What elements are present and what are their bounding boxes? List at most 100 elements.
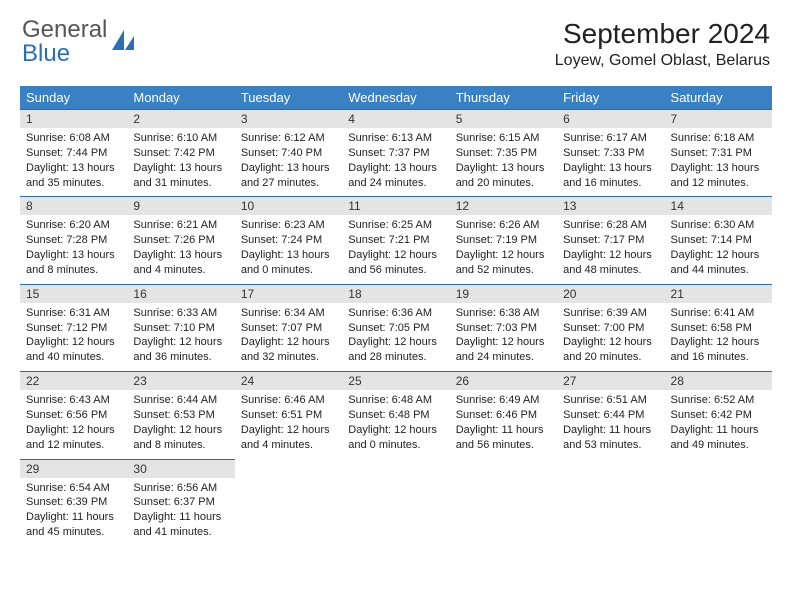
day-details: Sunrise: 6:23 AMSunset: 7:24 PMDaylight:… [235,215,342,283]
day-details: Sunrise: 6:28 AMSunset: 7:17 PMDaylight:… [557,215,664,283]
day-details: Sunrise: 6:49 AMSunset: 6:46 PMDaylight:… [450,390,557,458]
day-details: Sunrise: 6:12 AMSunset: 7:40 PMDaylight:… [235,128,342,196]
calendar-cell: 22Sunrise: 6:43 AMSunset: 6:56 PMDayligh… [20,371,127,458]
location-subtitle: Loyew, Gomel Oblast, Belarus [555,52,770,70]
calendar-cell: 17Sunrise: 6:34 AMSunset: 7:07 PMDayligh… [235,284,342,371]
day-details: Sunrise: 6:21 AMSunset: 7:26 PMDaylight:… [127,215,234,283]
logo-text-blue: Blue [22,40,70,67]
page-header: General Blue September 2024 Loyew, Gomel… [0,0,792,76]
calendar-row: 8Sunrise: 6:20 AMSunset: 7:28 PMDaylight… [20,196,772,283]
day-number: 6 [557,109,664,128]
day-number: 1 [20,109,127,128]
weekday-header: Thursday [450,86,557,109]
day-number: 10 [235,196,342,215]
weekday-header: Saturday [665,86,772,109]
calendar-cell: 28Sunrise: 6:52 AMSunset: 6:42 PMDayligh… [665,371,772,458]
day-number: 26 [450,371,557,390]
calendar-row: 1Sunrise: 6:08 AMSunset: 7:44 PMDaylight… [20,109,772,196]
logo-text-general: General [22,16,107,43]
day-details: Sunrise: 6:15 AMSunset: 7:35 PMDaylight:… [450,128,557,196]
calendar-cell: 2Sunrise: 6:10 AMSunset: 7:42 PMDaylight… [127,109,234,196]
day-details: Sunrise: 6:52 AMSunset: 6:42 PMDaylight:… [665,390,772,458]
day-details: Sunrise: 6:18 AMSunset: 7:31 PMDaylight:… [665,128,772,196]
day-number: 25 [342,371,449,390]
calendar-cell: 24Sunrise: 6:46 AMSunset: 6:51 PMDayligh… [235,371,342,458]
calendar-cell: 3Sunrise: 6:12 AMSunset: 7:40 PMDaylight… [235,109,342,196]
day-number: 17 [235,284,342,303]
weekday-header: Monday [127,86,234,109]
day-details: Sunrise: 6:08 AMSunset: 7:44 PMDaylight:… [20,128,127,196]
calendar-cell: 7Sunrise: 6:18 AMSunset: 7:31 PMDaylight… [665,109,772,196]
day-number: 24 [235,371,342,390]
day-number: 28 [665,371,772,390]
day-number: 22 [20,371,127,390]
day-details: Sunrise: 6:39 AMSunset: 7:00 PMDaylight:… [557,303,664,371]
day-number: 29 [20,459,127,478]
day-number: 18 [342,284,449,303]
day-number: 4 [342,109,449,128]
day-details: Sunrise: 6:33 AMSunset: 7:10 PMDaylight:… [127,303,234,371]
calendar-cell [665,459,772,546]
day-number: 19 [450,284,557,303]
day-number: 20 [557,284,664,303]
day-number: 9 [127,196,234,215]
title-block: September 2024 Loyew, Gomel Oblast, Bela… [555,18,770,70]
calendar-cell: 1Sunrise: 6:08 AMSunset: 7:44 PMDaylight… [20,109,127,196]
calendar-cell: 18Sunrise: 6:36 AMSunset: 7:05 PMDayligh… [342,284,449,371]
calendar-cell: 25Sunrise: 6:48 AMSunset: 6:48 PMDayligh… [342,371,449,458]
day-number: 14 [665,196,772,215]
calendar-cell [235,459,342,546]
day-details: Sunrise: 6:36 AMSunset: 7:05 PMDaylight:… [342,303,449,371]
calendar-cell [450,459,557,546]
calendar-body: 1Sunrise: 6:08 AMSunset: 7:44 PMDaylight… [20,109,772,546]
day-number: 30 [127,459,234,478]
calendar-cell: 19Sunrise: 6:38 AMSunset: 7:03 PMDayligh… [450,284,557,371]
day-details: Sunrise: 6:48 AMSunset: 6:48 PMDaylight:… [342,390,449,458]
day-details: Sunrise: 6:46 AMSunset: 6:51 PMDaylight:… [235,390,342,458]
day-number: 21 [665,284,772,303]
calendar-row: 29Sunrise: 6:54 AMSunset: 6:39 PMDayligh… [20,459,772,546]
calendar-cell: 20Sunrise: 6:39 AMSunset: 7:00 PMDayligh… [557,284,664,371]
weekday-header: Friday [557,86,664,109]
day-number: 8 [20,196,127,215]
weekday-header: Tuesday [235,86,342,109]
day-number: 15 [20,284,127,303]
day-number: 11 [342,196,449,215]
calendar-cell: 30Sunrise: 6:56 AMSunset: 6:37 PMDayligh… [127,459,234,546]
day-details: Sunrise: 6:26 AMSunset: 7:19 PMDaylight:… [450,215,557,283]
day-number: 2 [127,109,234,128]
day-details: Sunrise: 6:34 AMSunset: 7:07 PMDaylight:… [235,303,342,371]
calendar-cell: 6Sunrise: 6:17 AMSunset: 7:33 PMDaylight… [557,109,664,196]
calendar-cell: 8Sunrise: 6:20 AMSunset: 7:28 PMDaylight… [20,196,127,283]
day-number: 7 [665,109,772,128]
calendar-cell: 10Sunrise: 6:23 AMSunset: 7:24 PMDayligh… [235,196,342,283]
calendar-cell: 9Sunrise: 6:21 AMSunset: 7:26 PMDaylight… [127,196,234,283]
day-number: 5 [450,109,557,128]
calendar-cell: 5Sunrise: 6:15 AMSunset: 7:35 PMDaylight… [450,109,557,196]
calendar-cell: 11Sunrise: 6:25 AMSunset: 7:21 PMDayligh… [342,196,449,283]
calendar-cell: 13Sunrise: 6:28 AMSunset: 7:17 PMDayligh… [557,196,664,283]
day-details: Sunrise: 6:17 AMSunset: 7:33 PMDaylight:… [557,128,664,196]
day-number: 27 [557,371,664,390]
day-number: 13 [557,196,664,215]
calendar-cell [342,459,449,546]
logo-sail-icon [110,26,138,59]
day-number: 12 [450,196,557,215]
calendar-row: 15Sunrise: 6:31 AMSunset: 7:12 PMDayligh… [20,284,772,371]
day-details: Sunrise: 6:25 AMSunset: 7:21 PMDaylight:… [342,215,449,283]
day-number: 3 [235,109,342,128]
calendar-cell: 12Sunrise: 6:26 AMSunset: 7:19 PMDayligh… [450,196,557,283]
day-details: Sunrise: 6:51 AMSunset: 6:44 PMDaylight:… [557,390,664,458]
day-details: Sunrise: 6:41 AMSunset: 6:58 PMDaylight:… [665,303,772,371]
day-details: Sunrise: 6:30 AMSunset: 7:14 PMDaylight:… [665,215,772,283]
calendar-cell [557,459,664,546]
calendar-table: SundayMondayTuesdayWednesdayThursdayFrid… [20,86,772,546]
day-number: 23 [127,371,234,390]
calendar-cell: 4Sunrise: 6:13 AMSunset: 7:37 PMDaylight… [342,109,449,196]
logo: General Blue [22,18,138,66]
day-details: Sunrise: 6:20 AMSunset: 7:28 PMDaylight:… [20,215,127,283]
day-details: Sunrise: 6:10 AMSunset: 7:42 PMDaylight:… [127,128,234,196]
calendar-cell: 26Sunrise: 6:49 AMSunset: 6:46 PMDayligh… [450,371,557,458]
day-details: Sunrise: 6:56 AMSunset: 6:37 PMDaylight:… [127,478,234,546]
day-details: Sunrise: 6:43 AMSunset: 6:56 PMDaylight:… [20,390,127,458]
